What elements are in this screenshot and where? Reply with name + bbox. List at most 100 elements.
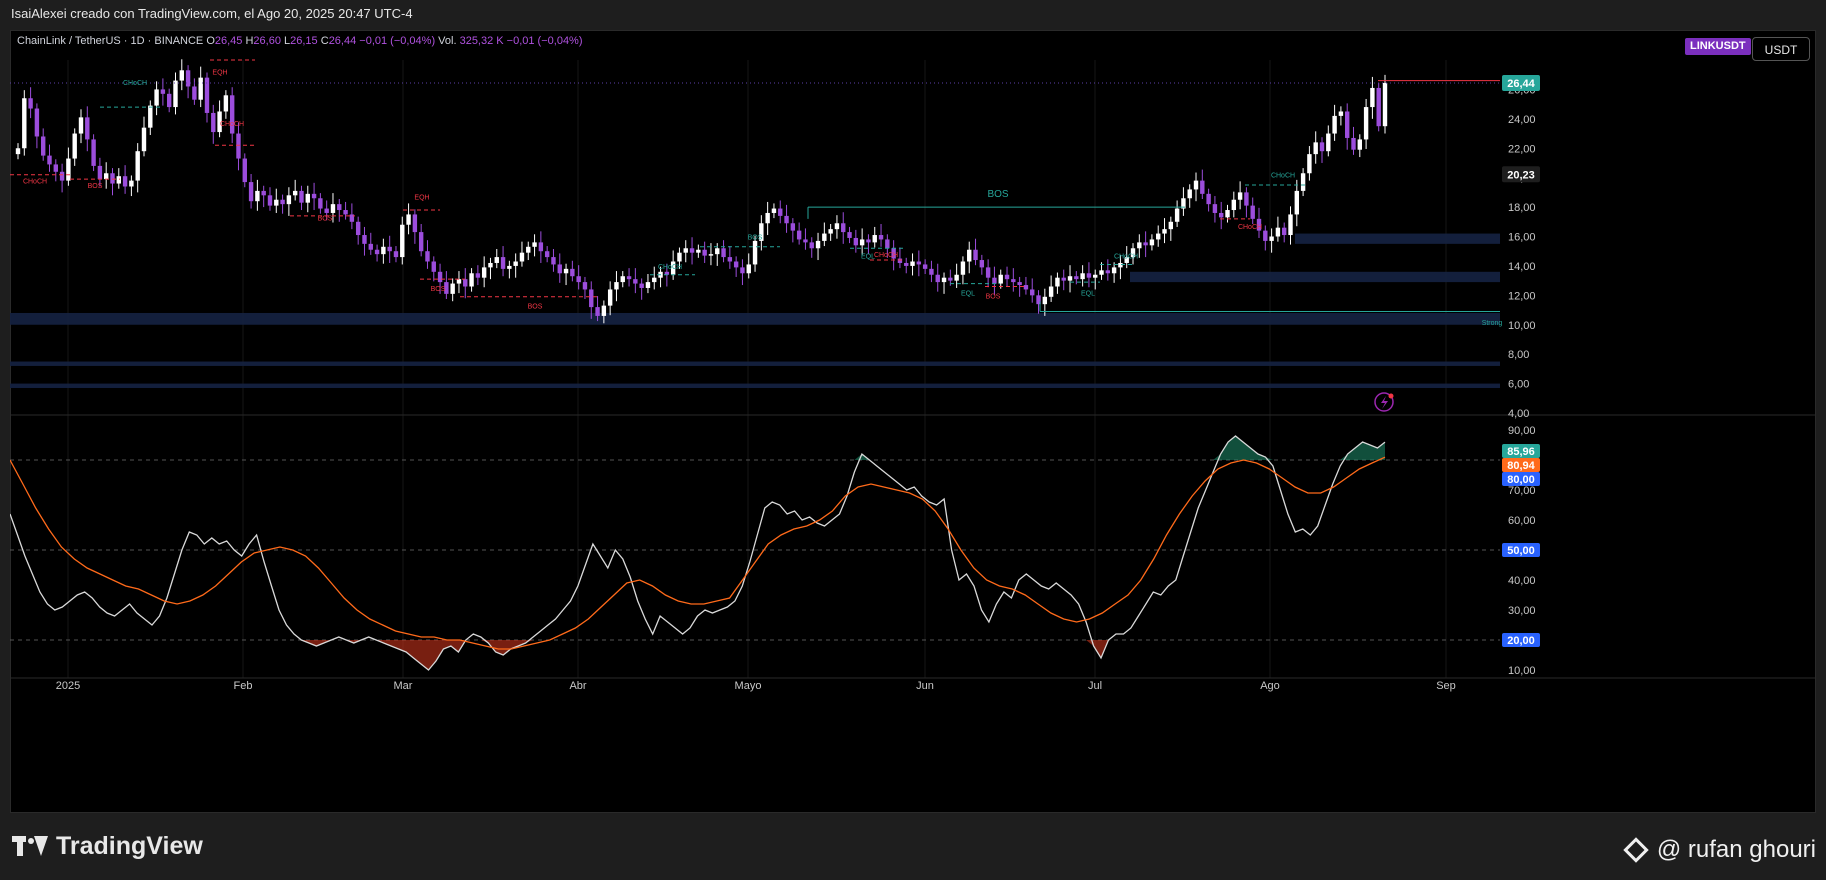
rsi-panel xyxy=(10,435,1500,671)
x-tick-label: Sep xyxy=(1436,680,1456,692)
candle-body xyxy=(1124,257,1129,263)
candle xyxy=(229,87,235,144)
structure-label: CHoCH xyxy=(1114,254,1138,261)
structure-label: BOS xyxy=(528,304,543,311)
candle-body xyxy=(998,274,1003,284)
candle-body xyxy=(897,258,903,263)
candle xyxy=(1345,103,1350,150)
candle-body xyxy=(670,261,676,275)
candle-body xyxy=(393,251,399,258)
chart-legend: ChainLink / TetherUS · 1D · BINANCE O26,… xyxy=(17,35,583,47)
candle-body xyxy=(242,158,247,183)
candle xyxy=(40,128,46,161)
candle xyxy=(626,268,632,287)
candle xyxy=(809,237,814,258)
chart-svg[interactable]: EQH CHoCH CHoCH CHoCH BOS BOS EQH BOS BOS CHoCH BO… xyxy=(10,30,1816,813)
candle xyxy=(563,263,569,286)
candle-body xyxy=(607,289,613,306)
candle-body xyxy=(765,212,770,224)
candle-body xyxy=(1225,210,1230,218)
candle-body xyxy=(1004,274,1010,280)
candle xyxy=(803,228,808,250)
rsi-tick-label: 40,00 xyxy=(1508,575,1536,587)
candle xyxy=(1011,268,1016,292)
structure-label: EQL xyxy=(861,254,875,261)
candle xyxy=(355,216,361,245)
candle-body xyxy=(456,279,462,284)
candle xyxy=(601,300,607,324)
ohlc-key: O xyxy=(206,35,215,47)
candle-body xyxy=(1036,295,1041,305)
candle xyxy=(1370,76,1375,119)
candle xyxy=(343,201,348,220)
candle-body xyxy=(236,133,241,159)
candle-body xyxy=(154,89,159,106)
candle xyxy=(1288,206,1293,245)
candle xyxy=(784,204,789,233)
candle xyxy=(173,72,178,115)
candle-body xyxy=(551,257,556,265)
candle-body xyxy=(381,246,386,255)
candle-body xyxy=(274,199,279,206)
rsi-value-box xyxy=(1502,543,1540,557)
y-tick-label: 18,00 xyxy=(1508,202,1536,214)
candle xyxy=(746,253,751,279)
candle xyxy=(412,209,418,244)
candle xyxy=(960,256,966,285)
candle xyxy=(1105,259,1111,281)
candle xyxy=(1250,197,1255,224)
candle xyxy=(34,103,40,149)
candle xyxy=(815,232,821,261)
candle xyxy=(1338,106,1344,126)
candle-body xyxy=(620,276,625,283)
candle xyxy=(223,90,229,119)
candle xyxy=(979,254,985,275)
candle-body xyxy=(450,283,455,294)
candle xyxy=(935,263,940,292)
candle-body xyxy=(1017,282,1022,286)
candle-body xyxy=(916,261,922,265)
x-tick-label: Mar xyxy=(394,680,413,692)
candle-body xyxy=(47,155,52,165)
candle-body xyxy=(1093,274,1098,278)
rsi-value-box xyxy=(1502,444,1540,458)
candle-body xyxy=(570,268,575,277)
candle xyxy=(696,244,701,258)
candle xyxy=(1351,126,1356,155)
ohlc-value: 26,45 xyxy=(215,35,246,47)
candle xyxy=(822,222,827,247)
candle xyxy=(500,246,506,277)
candle-body xyxy=(1256,218,1262,231)
candle-body xyxy=(160,89,166,94)
candle xyxy=(1023,276,1029,295)
structure-label: EQL xyxy=(961,290,975,297)
candle xyxy=(1269,228,1274,253)
tradingview-logo[interactable]: TradingView xyxy=(12,832,203,861)
candle-body xyxy=(1313,142,1318,155)
candle xyxy=(652,266,657,290)
candle-body xyxy=(1231,199,1237,211)
x-tick-label: Jul xyxy=(1088,680,1102,692)
candle xyxy=(444,271,449,300)
y-tick-label: 14,00 xyxy=(1508,261,1536,273)
candle xyxy=(129,175,134,197)
structure-label: BOS xyxy=(987,189,1008,200)
candle-body xyxy=(1212,204,1218,213)
currency-button[interactable]: USDT xyxy=(1752,37,1810,61)
candle xyxy=(796,222,802,245)
candle xyxy=(551,249,556,272)
candle xyxy=(633,268,638,294)
candle xyxy=(1004,266,1010,287)
candle-body xyxy=(1042,296,1048,305)
candle-body xyxy=(412,214,418,233)
candle-body xyxy=(500,257,506,269)
candle xyxy=(878,223,884,247)
candle xyxy=(544,246,550,263)
structure-label: BOS xyxy=(318,215,333,222)
candle xyxy=(381,238,386,264)
demand-zones xyxy=(10,233,1500,388)
candle-body xyxy=(1206,193,1211,205)
candle-body xyxy=(828,229,833,234)
candle xyxy=(78,109,84,144)
candle-body xyxy=(1307,154,1312,174)
